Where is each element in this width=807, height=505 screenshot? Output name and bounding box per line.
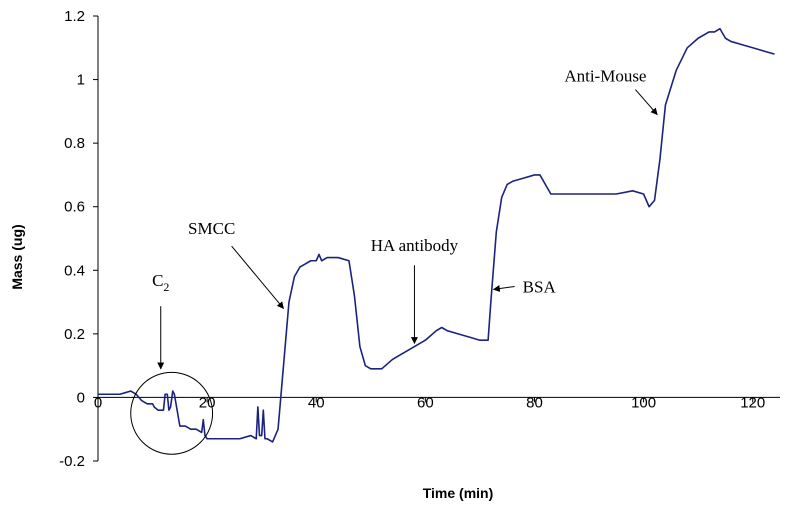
y-tick-label: 0.6: [64, 199, 85, 216]
series-line-0: [98, 27, 775, 443]
y-tick-label: 0.2: [64, 326, 85, 343]
y-tick-label: -0.2: [59, 453, 85, 470]
y-axis-ticks: -0.2 0 0.2 0.4 0.6 0.8 1 1.2: [59, 8, 98, 470]
x-tick-label: 40: [308, 394, 325, 411]
x-tick-label: 60: [417, 394, 434, 411]
y-axis-title: Mass (ug): [9, 224, 25, 289]
x-tick-label: 80: [526, 394, 543, 411]
x-tick-label: 120: [740, 394, 765, 411]
x-axis-title: Time (min): [423, 485, 494, 501]
x-tick-label: 100: [631, 394, 656, 411]
annotations-group: C2 SMCC HA antibody BSA Anti-Mouse: [130, 67, 658, 455]
annotation-arrow: [635, 89, 658, 116]
highlight-circle: [130, 371, 214, 455]
y-tick-label: 0.8: [64, 135, 85, 152]
y-tick-label: 1: [77, 72, 85, 89]
annotation-label: BSA: [523, 278, 557, 297]
series-group: [98, 27, 775, 443]
annotation-label: Anti-Mouse: [564, 67, 646, 86]
y-tick-label: 0.4: [64, 262, 85, 279]
annotation-label: SMCC: [188, 219, 235, 238]
x-axis-ticks: 0 20 40 60 80 100 120: [94, 394, 765, 411]
x-tick-label: 20: [199, 394, 216, 411]
y-tick-label: 0: [77, 389, 85, 406]
annotation-label: HA antibody: [371, 236, 459, 255]
annotation-label: C2: [152, 271, 169, 294]
y-tick-label: 1.2: [64, 8, 85, 25]
annotation-arrow: [231, 245, 284, 309]
annotation-arrow: [492, 285, 515, 292]
